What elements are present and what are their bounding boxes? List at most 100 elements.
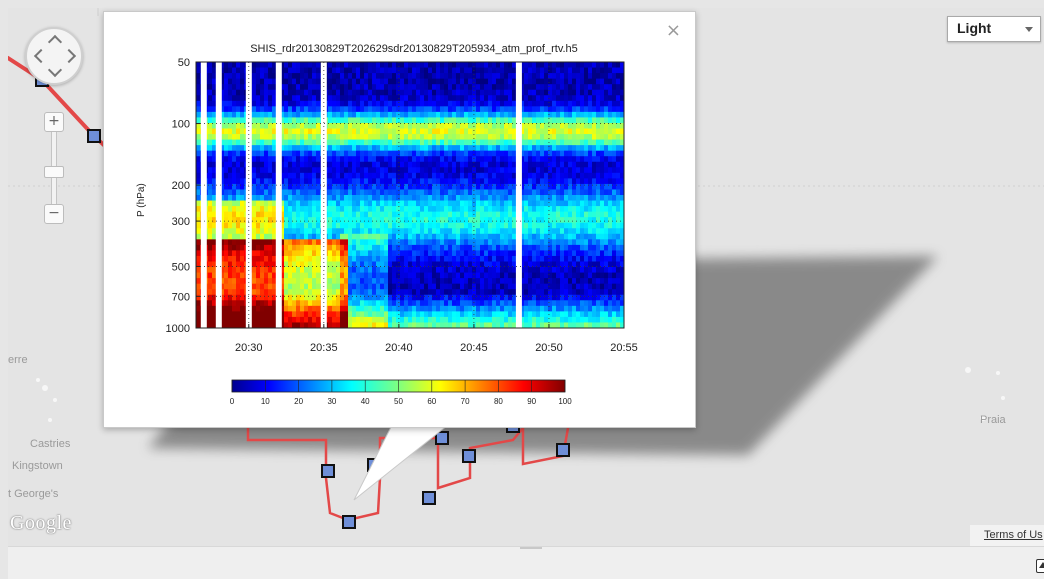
heatmap-cell	[388, 117, 392, 123]
heatmap-cell	[584, 273, 588, 279]
heatmap-cell	[328, 112, 332, 118]
heatmap-cell	[500, 95, 504, 101]
heatmap-cell	[304, 195, 308, 201]
flight-marker[interactable]	[557, 444, 569, 456]
heatmap-cell	[196, 206, 200, 212]
flight-marker[interactable]	[343, 516, 355, 528]
heatmap-cell	[384, 212, 388, 218]
heatmap-cell	[512, 95, 516, 101]
heatmap-cell	[304, 317, 308, 323]
heatmap-cell	[480, 256, 484, 262]
heatmap-cell	[576, 212, 580, 218]
map-style-select[interactable]: Light	[947, 16, 1041, 42]
heatmap-cell	[360, 306, 364, 312]
heatmap-cell	[288, 112, 292, 118]
heatmap-cell	[584, 129, 588, 135]
heatmap-cell	[600, 73, 604, 79]
heatmap-cell	[512, 245, 516, 251]
heatmap-cell	[296, 278, 300, 284]
heatmap-cell	[604, 201, 608, 207]
zoom-slider-handle[interactable]	[44, 166, 64, 178]
heatmap-cell	[508, 201, 512, 207]
heatmap-cell	[312, 73, 316, 79]
heatmap-cell	[584, 162, 588, 168]
heatmap-cell	[364, 145, 368, 151]
heatmap-cell	[408, 195, 412, 201]
heatmap-cell	[384, 217, 388, 223]
heatmap-cell	[300, 212, 304, 218]
terms-of-use-link[interactable]: Terms of Us	[984, 529, 1043, 541]
heatmap-cell	[508, 62, 512, 68]
pan-down-icon[interactable]	[48, 63, 62, 77]
heatmap-cell	[432, 112, 436, 118]
heatmap-cell	[580, 267, 584, 273]
heatmap-cell	[604, 129, 608, 135]
heatmap-cell	[396, 267, 400, 273]
heatmap-cell	[436, 300, 440, 306]
heatmap-cell	[488, 195, 492, 201]
heatmap-cell	[404, 289, 408, 295]
heatmap-cell	[236, 317, 240, 323]
flight-marker[interactable]	[463, 450, 475, 462]
heatmap-cell	[532, 239, 536, 245]
heatmap-cell	[316, 84, 320, 90]
expand-panel-icon[interactable]	[1036, 559, 1044, 573]
pan-left-icon[interactable]	[34, 49, 48, 63]
flight-marker[interactable]	[88, 130, 100, 142]
heatmap-cell	[260, 117, 264, 123]
heatmap-cell	[384, 106, 388, 112]
heatmap-cell	[416, 228, 420, 234]
heatmap-cell	[572, 178, 576, 184]
heatmap-cell	[224, 239, 228, 245]
heatmap-cell	[212, 167, 216, 173]
heatmap-cell	[332, 234, 336, 240]
panel-resize-grip[interactable]	[520, 547, 542, 549]
heatmap-cell	[308, 201, 312, 207]
pan-up-icon[interactable]	[48, 35, 62, 49]
heatmap-cell	[580, 273, 584, 279]
heatmap-cell	[412, 212, 416, 218]
heatmap-cell	[376, 195, 380, 201]
heatmap-cell	[432, 228, 436, 234]
heatmap-cell	[472, 201, 476, 207]
heatmap-cell	[424, 145, 428, 151]
heatmap-cell	[228, 250, 232, 256]
pan-control[interactable]	[25, 27, 83, 85]
heatmap-cell	[452, 239, 456, 245]
flight-marker[interactable]	[423, 492, 435, 504]
heatmap-cell	[408, 178, 412, 184]
zoom-in-button[interactable]: +	[44, 112, 64, 132]
heatmap-cell	[348, 195, 352, 201]
heatmap-cell	[524, 134, 528, 140]
flight-marker[interactable]	[368, 459, 380, 471]
heatmap-cell	[408, 284, 412, 290]
heatmap-cell	[596, 134, 600, 140]
heatmap-cell	[388, 206, 392, 212]
heatmap-cell	[444, 300, 448, 306]
heatmap-cell	[236, 284, 240, 290]
heatmap-cell	[296, 145, 300, 151]
info-popup: × SHIS_rdr20130829T202629sdr20130829T205…	[103, 11, 696, 428]
heatmap-cell	[396, 217, 400, 223]
heatmap-cell	[260, 173, 264, 179]
zoom-out-button[interactable]: −	[44, 204, 64, 224]
heatmap-cell	[508, 151, 512, 157]
heatmap-cell	[536, 195, 540, 201]
heatmap-cell	[208, 311, 212, 317]
heatmap-cell	[288, 201, 292, 207]
heatmap-cell	[488, 217, 492, 223]
heatmap-cell	[224, 79, 228, 85]
heatmap-cell	[508, 289, 512, 295]
heatmap-cell	[560, 289, 564, 295]
flight-marker[interactable]	[436, 432, 448, 444]
heatmap-cell	[600, 68, 604, 74]
heatmap-cell	[240, 178, 244, 184]
heatmap-cell	[564, 234, 568, 240]
heatmap-cell	[328, 228, 332, 234]
heatmap-cell	[596, 189, 600, 195]
flight-marker[interactable]	[322, 465, 334, 477]
heatmap-cell	[568, 140, 572, 146]
heatmap-cell	[288, 223, 292, 229]
pan-right-icon[interactable]	[62, 49, 76, 63]
